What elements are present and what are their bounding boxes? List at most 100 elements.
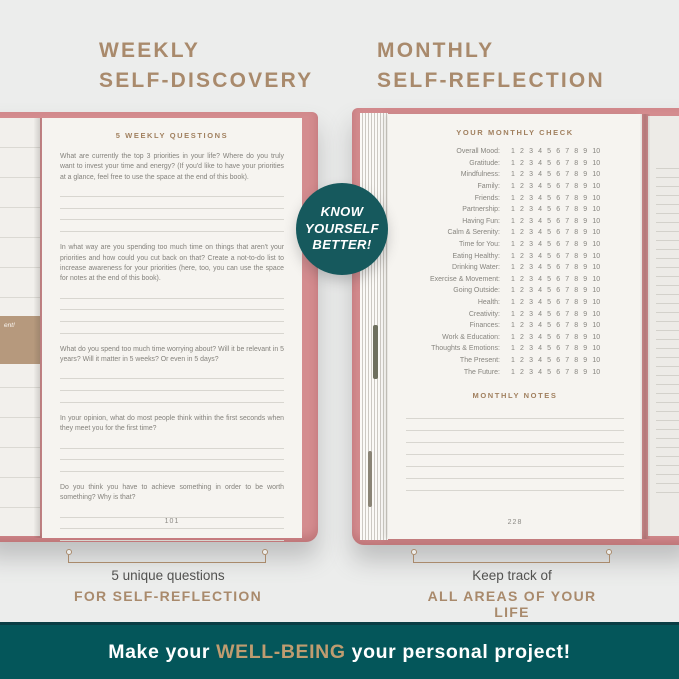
check-row: Family: 1 2 3 4 5 6 7 8 9 10 [402,181,628,193]
question-block: Do you think you have to achieve somethi… [60,483,284,542]
notes-line [406,407,624,419]
monthly-heading-line2: SELF-REFLECTION [377,68,605,92]
book-gutter [640,114,650,539]
weekly-heading: WEEKLY SELF-DISCOVERY [99,36,313,96]
monthly-check-list: Overall Mood: 1 2 3 4 5 6 7 8 9 10 Gratitu… [402,146,628,378]
notes-line [406,479,624,491]
banner-highlight: WELL-BEING [216,640,346,663]
check-row: Exercise & Movement: 1 2 3 4 5 6 7 8 9 10 [402,274,628,286]
weekly-page-title: 5 WEEKLY QUESTIONS [115,131,229,140]
answer-line [60,287,284,299]
question-block: In your opinion, what do most people thi… [60,414,284,473]
check-scale: 1 2 3 4 5 6 7 8 9 10 [511,333,601,341]
answer-line [60,506,284,518]
question-text: Do you think you have to achieve somethi… [60,484,284,502]
question-text: In what way are you spending too much ti… [60,244,284,283]
question-text: What are currently the top 3 priorities … [60,153,284,181]
monthly-notes-lines [402,407,628,491]
check-scale: 1 2 3 4 5 6 7 8 9 10 [511,264,601,272]
answer-line [60,391,284,403]
banner-prefix: Make your [108,640,217,663]
quote-box: ent! [0,316,40,364]
monthly-page-title: YOUR MONTHLY CHECK [456,128,574,137]
page-number-right: 228 [507,519,523,526]
badge-line3: BETTER! [312,237,372,253]
right-partial-page [648,116,679,536]
check-label: Family: [477,183,500,191]
check-label: The Present: [459,356,500,364]
page-stack-edge [360,113,388,540]
check-row: Mindfulness: 1 2 3 4 5 6 7 8 9 10 [402,169,628,181]
check-row: Work & Education: 1 2 3 4 5 6 7 8 9 10 [402,332,628,344]
bracket-line [413,555,610,563]
answer-line [60,449,284,461]
notes-line [406,431,624,443]
check-row: Having Fun: 1 2 3 4 5 6 7 8 9 10 [402,216,628,228]
answer-line [60,220,284,233]
bookmark-ribbon [373,325,378,379]
monthly-notes-title: MONTHLY NOTES [472,390,558,400]
answer-line [60,209,284,221]
monthly-heading: MONTHLY SELF-REFLECTION [377,36,605,96]
bookmark-ribbon [368,451,372,507]
check-scale: 1 2 3 4 5 6 7 8 9 10 [511,287,601,295]
check-scale: 1 2 3 4 5 6 7 8 9 10 [511,171,601,179]
check-row: Partnership: 1 2 3 4 5 6 7 8 9 10 [402,204,628,216]
answer-line [60,379,284,392]
bracket-dot [66,549,72,555]
check-scale: 1 2 3 4 5 6 7 8 9 10 [511,217,601,225]
answer-line [60,368,284,380]
know-yourself-badge: KNOW YOURSELF BETTER! [296,183,388,275]
check-scale: 1 2 3 4 5 6 7 8 9 10 [511,368,601,376]
check-scale: 1 2 3 4 5 6 7 8 9 10 [511,299,601,307]
left-bracket [66,549,268,563]
check-scale: 1 2 3 4 5 6 7 8 9 10 [511,275,601,283]
answer-line [60,185,284,197]
check-label: The Future: [463,368,500,376]
ruled-lines [656,160,679,496]
badge-line2: YOURSELF [305,220,379,236]
answer-line [60,322,284,334]
monthly-check-page: YOUR MONTHLY CHECK Overall Mood: 1 2 3 4 … [388,114,642,539]
monthly-journal-book: YOUR MONTHLY CHECK Overall Mood: 1 2 3 4 … [352,108,679,545]
check-scale: 1 2 3 4 5 6 7 8 9 10 [511,206,601,214]
check-row: Finances: 1 2 3 4 5 6 7 8 9 10 [402,320,628,332]
answer-line [60,460,284,473]
banner-suffix: your personal project! [345,640,571,663]
check-scale: 1 2 3 4 5 6 7 8 9 10 [511,356,601,364]
check-scale: 1 2 3 4 5 6 7 8 9 10 [511,345,601,353]
check-label: Eating Healthy: [452,252,500,260]
left-partial-page: ent! [0,118,40,536]
check-row: Time for You: 1 2 3 4 5 6 7 8 9 10 [402,239,628,251]
check-row: Calm & Serenity: 1 2 3 4 5 6 7 8 9 10 [402,227,628,239]
check-label: Time for You: [459,241,500,249]
check-label: Thoughts & Emotions: [431,345,500,353]
weekly-heading-line2: SELF-DISCOVERY [99,68,314,92]
check-label: Going Outside: [453,287,500,295]
answer-line [60,518,284,530]
check-scale: 1 2 3 4 5 6 7 8 9 10 [511,322,601,330]
answer-line [60,437,284,449]
left-caption-line1: 5 unique questions [111,568,225,583]
question-block: In what way are you spending too much ti… [60,243,284,334]
question-text: In your opinion, what do most people thi… [60,415,284,433]
bracket-dot [606,549,612,555]
weekly-journal-book: ent! 5 WEEKLY QUESTIONS What are current… [0,112,318,542]
check-scale: 1 2 3 4 5 6 7 8 9 10 [511,148,601,156]
check-row: Overall Mood: 1 2 3 4 5 6 7 8 9 10 [402,146,628,158]
check-row: Friends: 1 2 3 4 5 6 7 8 9 10 [402,192,628,204]
bottom-banner: Make your WELL-BEING your personal proje… [0,622,679,679]
answer-line [60,310,284,323]
notes-line [406,467,624,479]
check-label: Calm & Serenity: [447,229,500,237]
check-label: Exercise & Movement: [429,275,500,283]
check-row: Drinking Water: 1 2 3 4 5 6 7 8 9 10 [402,262,628,274]
page-number-left: 101 [164,518,180,525]
question-block: What are currently the top 3 priorities … [60,152,284,233]
banner-text: Make your WELL-BEING your personal proje… [108,641,570,664]
check-label: Health: [477,299,500,307]
check-label: Friends: [474,194,500,202]
check-label: Overall Mood: [456,148,500,156]
check-row: The Future: 1 2 3 4 5 6 7 8 9 10 [402,366,628,378]
